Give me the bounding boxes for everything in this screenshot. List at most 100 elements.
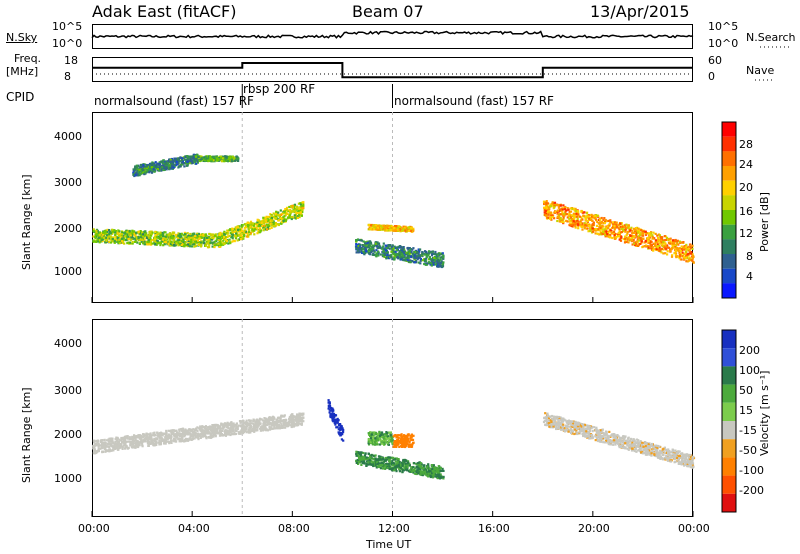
power-cell [630,239,633,242]
power-cell [558,220,561,223]
power-cell [158,169,161,172]
power-cell [204,233,208,236]
power-cell [666,244,669,247]
power-cell [601,224,604,227]
power-cell [167,165,170,168]
power-cell [138,171,141,174]
power-cell [657,240,660,243]
power-cell [386,251,389,254]
power-cell [605,228,608,231]
power-cell [411,260,414,263]
power-cell [262,219,265,223]
velocity-cell [117,440,120,443]
power-cell [218,237,221,240]
power-cell [176,162,180,165]
power-cell [199,158,202,161]
velocity-cell [260,428,263,431]
power-cell [581,224,584,227]
power-cell [218,235,221,238]
power-cell [417,248,420,251]
power-cell [160,167,163,170]
power-cell [612,230,616,233]
power-cell [229,231,232,235]
power-cell [600,228,603,231]
power-cell [648,232,651,235]
power-cell [104,241,107,244]
power-cell [596,220,599,223]
power-cell [645,232,648,235]
xtick: 04:00 [178,522,210,535]
power-cell [136,170,139,173]
power-cell [210,238,213,241]
velocity-cell [227,433,230,436]
power-cell [692,261,695,264]
power-cell [566,220,569,223]
power-cell [577,213,580,216]
power-cell [165,168,168,171]
velocity-cell [247,431,250,434]
power-cell [175,242,178,245]
velocity-cell [103,438,106,441]
power-cell [602,218,605,221]
power-cell [234,226,237,229]
power-cell [223,233,226,236]
power-cell [194,235,197,238]
power-cell [562,221,565,224]
power-cell [163,243,166,246]
power-cell [182,245,185,248]
velocity-cell [179,428,182,431]
power-cell [647,238,650,241]
power-cell [375,224,378,227]
velocity-cell [292,419,295,422]
power-cell [585,217,588,220]
power-cell [407,250,410,253]
power-cell [651,236,654,239]
power-cell [125,239,128,242]
velocity-cell [162,442,166,445]
velocity-cell [129,442,132,445]
power-cell [148,233,151,236]
velocity-cell [176,431,179,435]
power-cell [272,220,275,223]
power-cell [368,252,371,255]
power-cell [149,237,152,240]
power-cell [407,248,410,251]
velocity-cell [137,444,140,447]
power-cell [409,248,412,251]
power-cell [223,160,226,163]
power-cell [570,215,573,218]
velocity-cell [115,439,118,442]
power-cell [619,239,623,242]
power-cell [619,235,623,238]
power-cell [584,223,587,226]
power-cell [163,237,166,240]
power-cell [137,171,140,174]
velocity-cell [175,440,178,443]
power-cell [622,229,625,232]
power-cell [644,230,647,233]
velocity-cell [242,419,245,422]
power-cell [577,223,580,226]
velocity-cell [280,415,283,418]
power-cell [200,243,203,246]
power-cell [114,233,117,236]
power-cell [381,247,384,250]
power-cell [590,224,593,227]
power-cell [646,245,649,248]
velocity-cell [251,427,254,430]
power-cell [559,219,562,222]
velocity-cell [245,425,248,428]
velocity-cell [196,426,199,429]
power-cell [394,253,397,256]
power-cell [222,243,225,246]
power-cell [587,230,590,233]
power-cell [418,256,421,259]
power-cell [618,238,621,241]
power-cell [666,250,669,253]
power-cell [132,168,135,171]
power-cell [579,222,582,225]
power-cell [379,225,382,228]
power-cell [546,202,550,205]
power-cell [419,259,422,262]
power-cell [193,238,196,241]
